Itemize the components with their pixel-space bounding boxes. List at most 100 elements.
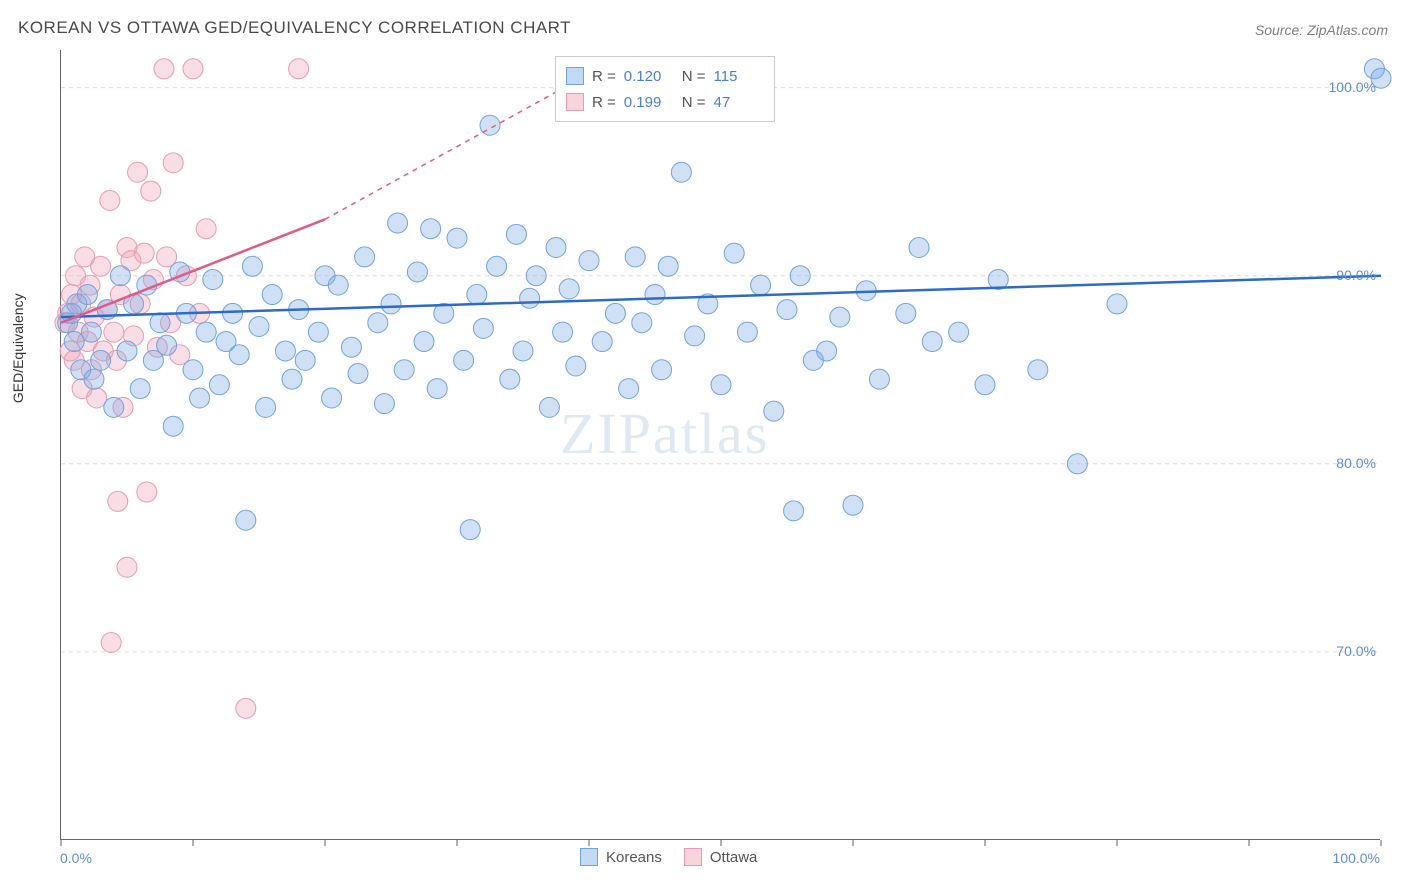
koreans-point	[394, 360, 414, 380]
koreans-point	[460, 520, 480, 540]
ottawa-point	[101, 633, 121, 653]
legend-stats-row-2: R = 0.199 N = 47	[566, 89, 764, 115]
koreans-point	[526, 266, 546, 286]
koreans-point	[282, 369, 302, 389]
koreans-point	[658, 256, 678, 276]
ottawa-point	[236, 698, 256, 718]
koreans-point	[157, 335, 177, 355]
koreans-point	[520, 288, 540, 308]
koreans-point	[625, 247, 645, 267]
legend-swatch-blue	[566, 67, 584, 85]
koreans-point	[341, 337, 361, 357]
koreans-point	[506, 224, 526, 244]
koreans-point	[348, 364, 368, 384]
legend-label-ottawa: Ottawa	[710, 849, 758, 866]
legend-series: Koreans Ottawa	[580, 848, 757, 866]
koreans-point	[308, 322, 328, 342]
y-axis-label: GED/Equivalency	[10, 293, 26, 403]
koreans-point	[447, 228, 467, 248]
koreans-point	[1107, 294, 1127, 314]
koreans-point	[427, 379, 447, 399]
koreans-point	[249, 317, 269, 337]
koreans-point	[777, 300, 797, 320]
koreans-point	[223, 303, 243, 323]
koreans-point	[566, 356, 586, 376]
koreans-point	[539, 397, 559, 417]
koreans-point	[236, 510, 256, 530]
koreans-point	[817, 341, 837, 361]
y-tick-label: 90.0%	[1336, 267, 1376, 283]
ottawa-point	[289, 59, 309, 79]
koreans-point	[487, 256, 507, 276]
plot-area	[60, 50, 1380, 840]
koreans-point	[242, 256, 262, 276]
koreans-point	[724, 243, 744, 263]
koreans-point	[355, 247, 375, 267]
legend-stats-row-1: R = 0.120 N = 115	[566, 63, 764, 89]
koreans-point	[605, 303, 625, 323]
legend-swatch-pink	[566, 93, 584, 111]
koreans-point	[262, 285, 282, 305]
koreans-point	[163, 416, 183, 436]
ottawa-point	[104, 322, 124, 342]
ottawa-point	[154, 59, 174, 79]
legend-item-koreans: Koreans	[580, 848, 662, 866]
koreans-point	[130, 379, 150, 399]
koreans-point	[922, 332, 942, 352]
koreans-point	[546, 238, 566, 258]
koreans-point	[322, 388, 342, 408]
koreans-point	[645, 285, 665, 305]
koreans-point	[407, 262, 427, 282]
koreans-point	[652, 360, 672, 380]
koreans-point	[203, 269, 223, 289]
koreans-point	[711, 375, 731, 395]
koreans-point	[1028, 360, 1048, 380]
koreans-point	[368, 313, 388, 333]
ottawa-point	[183, 59, 203, 79]
koreans-point	[500, 369, 520, 389]
koreans-point	[737, 322, 757, 342]
koreans-point	[374, 394, 394, 414]
koreans-point	[117, 341, 137, 361]
koreans-point	[843, 495, 863, 515]
koreans-point	[229, 345, 249, 365]
koreans-point	[685, 326, 705, 346]
koreans-point	[91, 350, 111, 370]
koreans-point	[949, 322, 969, 342]
koreans-point	[150, 313, 170, 333]
koreans-point	[790, 266, 810, 286]
legend-item-ottawa: Ottawa	[684, 848, 758, 866]
legend-swatch-koreans	[580, 848, 598, 866]
koreans-point	[579, 251, 599, 271]
legend-stats: R = 0.120 N = 115 R = 0.199 N = 47	[555, 56, 775, 122]
koreans-point	[388, 213, 408, 233]
koreans-point	[830, 307, 850, 327]
koreans-point	[196, 322, 216, 342]
koreans-point	[784, 501, 804, 521]
koreans-point	[909, 238, 929, 258]
koreans-point	[81, 322, 101, 342]
koreans-point	[104, 397, 124, 417]
koreans-point	[381, 294, 401, 314]
koreans-point	[414, 332, 434, 352]
koreans-point	[110, 266, 130, 286]
koreans-point	[975, 375, 995, 395]
ottawa-point	[128, 162, 148, 182]
koreans-point	[559, 279, 579, 299]
koreans-point	[1067, 454, 1087, 474]
legend-label-koreans: Koreans	[606, 849, 662, 866]
ottawa-point	[108, 491, 128, 511]
chart-title: KOREAN VS OTTAWA GED/EQUIVALENCY CORRELA…	[18, 18, 571, 38]
koreans-point	[671, 162, 691, 182]
koreans-point	[869, 369, 889, 389]
legend-swatch-ottawa	[684, 848, 702, 866]
ottawa-point	[117, 557, 137, 577]
x-axis-min-label: 0.0%	[60, 850, 92, 866]
trend-line	[61, 276, 1381, 317]
koreans-point	[275, 341, 295, 361]
koreans-point	[751, 275, 771, 295]
koreans-point	[421, 219, 441, 239]
koreans-point	[632, 313, 652, 333]
ottawa-point	[141, 181, 161, 201]
koreans-point	[84, 369, 104, 389]
